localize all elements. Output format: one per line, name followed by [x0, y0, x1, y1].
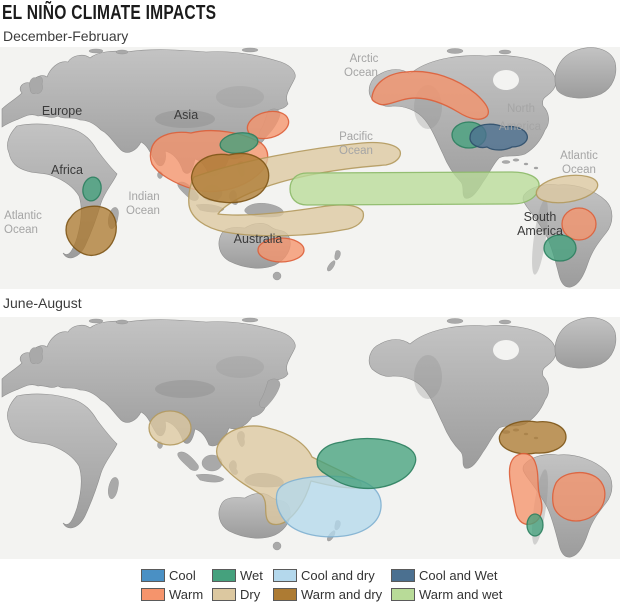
label-north-america-line1: North	[507, 103, 535, 115]
dry-swatch	[212, 588, 236, 601]
dry-label: Dry	[240, 587, 261, 602]
region-east-africa	[82, 176, 102, 202]
map1-subtitle: December-February	[3, 28, 129, 44]
world-map-dec-feb: Europe Asia Africa Australia South Ameri…	[0, 47, 620, 289]
label-australia: Australia	[234, 232, 283, 246]
label-south-america-line1: South	[524, 210, 557, 224]
legend-item-cool-and-dry: Cool and dry	[273, 568, 391, 583]
label-atlantic-ocean-right-line1: Atlantic	[560, 150, 598, 162]
region-alaska-west-canada	[371, 70, 490, 120]
page-title: EL NIÑO CLIMATE IMPACTS	[2, 2, 217, 24]
region-uruguay-argentina	[543, 234, 577, 262]
label-atlantic-ocean-left-line1: Atlantic	[4, 210, 42, 222]
warm-and-dry-swatch	[273, 588, 297, 601]
label-south-america-line2: America	[517, 224, 563, 238]
region-equatorial-pacific	[289, 171, 540, 206]
legend-item-cool: Cool	[141, 568, 212, 583]
legend: Cool Wet Cool and dry Cool and Wet Warm …	[141, 566, 502, 604]
legend-item-cool-and-wet: Cool and Wet	[391, 568, 502, 583]
label-arctic-ocean-line2: Ocean	[344, 67, 378, 79]
cool-and-dry-swatch	[273, 569, 297, 582]
warm-label: Warm	[169, 587, 204, 602]
cool-label: Cool	[169, 568, 196, 583]
wet-label: Wet	[240, 568, 263, 583]
label-europe: Europe	[42, 104, 82, 118]
world-map-jun-aug	[0, 317, 620, 559]
map-june-august	[0, 317, 620, 559]
region-southern-us	[469, 123, 528, 151]
label-arctic-ocean-line1: Arctic	[350, 53, 379, 65]
wet-swatch	[212, 569, 236, 582]
warm-and-wet-label: Warm and wet	[419, 587, 503, 602]
region-southern-africa	[65, 205, 117, 257]
cool-and-wet-label: Cool and Wet	[419, 568, 498, 583]
region-central-america-caribbean	[498, 420, 567, 455]
label-indian-ocean-line1: Indian	[128, 191, 159, 203]
region-central-chile	[526, 513, 544, 537]
region-southeast-australia	[257, 237, 305, 263]
region-northern-south-america	[535, 174, 599, 204]
region-central-pacific	[316, 437, 417, 490]
label-asia: Asia	[174, 108, 198, 122]
cool-and-wet-swatch	[391, 569, 415, 582]
cool-and-dry-label: Cool and dry	[301, 568, 375, 583]
cool-swatch	[141, 569, 165, 582]
region-southeast-brazil	[561, 207, 597, 241]
map-december-february: Europe Asia Africa Australia South Ameri…	[0, 47, 620, 289]
label-pacific-ocean-line2: Ocean	[339, 145, 373, 157]
region-maritime-continent	[190, 152, 270, 204]
label-pacific-ocean-line1: Pacific	[339, 131, 373, 143]
label-atlantic-ocean-right-line2: Ocean	[562, 164, 596, 176]
warm-and-dry-label: Warm and dry	[301, 587, 383, 602]
label-north-america-line2: America	[499, 121, 542, 133]
legend-item-warm-and-dry: Warm and dry	[273, 587, 391, 602]
region-east-brazil	[551, 472, 606, 522]
label-indian-ocean-line2: Ocean	[126, 205, 160, 217]
map2-subtitle: June-August	[3, 295, 82, 311]
warm-swatch	[141, 588, 165, 601]
region-japan	[246, 110, 290, 140]
region-india	[148, 410, 192, 446]
legend-item-warm-and-wet: Warm and wet	[391, 587, 502, 602]
legend-item-wet: Wet	[212, 568, 273, 583]
label-atlantic-ocean-left-line2: Ocean	[4, 224, 38, 236]
legend-item-dry: Dry	[212, 587, 273, 602]
label-africa: Africa	[51, 163, 83, 177]
warm-and-wet-swatch	[391, 588, 415, 601]
legend-item-warm: Warm	[141, 587, 212, 602]
